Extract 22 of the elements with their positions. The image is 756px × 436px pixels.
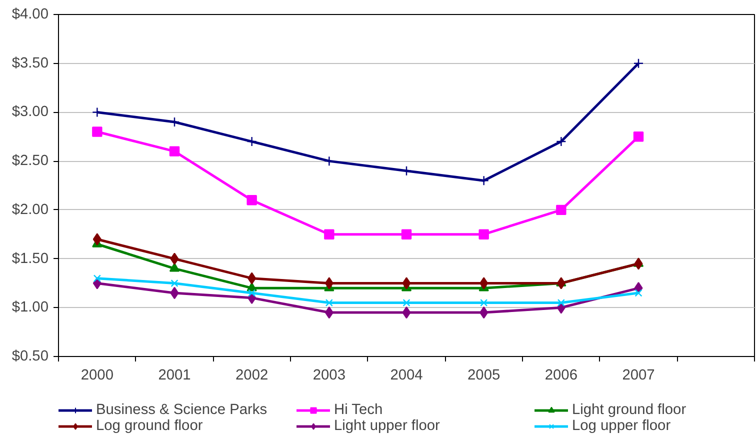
x-tick-label: 2003 [312,368,346,384]
x-tick-label: 2007 [622,368,655,384]
x-tick-label: 2001 [158,368,191,384]
y-tick-label: $0.50 [12,348,49,364]
legend-label: Light upper floor [334,418,441,434]
x-tick-label: 2000 [80,368,114,384]
y-tick-label: $1.50 [12,250,49,267]
legend-label: Log upper floor [572,418,672,434]
legend-label: Hi Tech [334,402,384,418]
y-tick-label: $4.00 [12,6,49,22]
x-tick-label: 2005 [468,368,500,384]
y-tick-label: $3.00 [12,104,49,120]
y-tick-label: $1.00 [12,300,49,316]
x-tick-label: 2004 [390,368,423,384]
legend-label: Light ground floor [572,402,688,418]
y-tick-label: $2.50 [12,153,49,170]
legend-label: Business & Science Parks [96,402,268,418]
legend-label: Log ground floor [96,418,204,434]
y-tick-label: $3.50 [12,55,49,72]
x-tick-label: 2006 [544,368,578,384]
y-tick-label: $2.00 [12,202,49,218]
x-tick-label: 2002 [236,368,268,384]
